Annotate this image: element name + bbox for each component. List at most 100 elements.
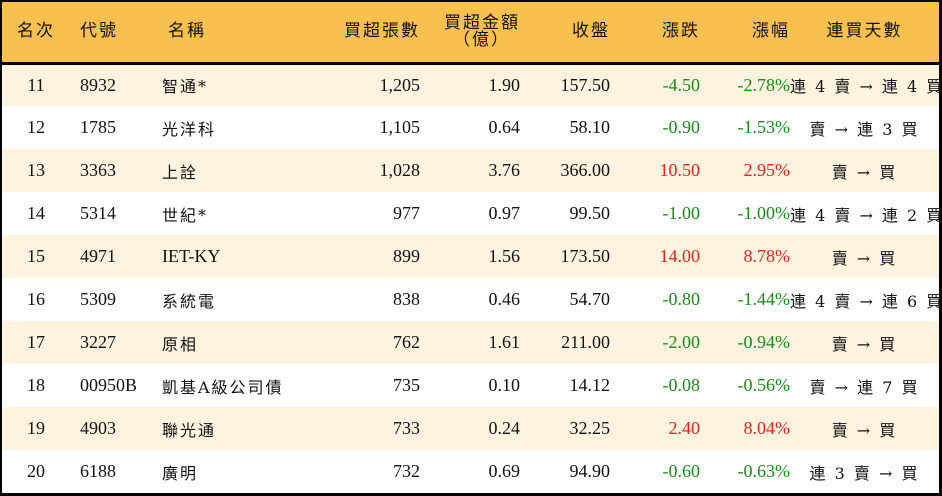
cell-net-buy-lots: 733	[393, 418, 420, 438]
cell-change: -2.00	[662, 332, 701, 352]
cell-rank: 19	[27, 418, 45, 438]
cell-net-buy-amount: 0.97	[488, 203, 521, 223]
cell-consecutive-days: 賣 → 買	[831, 420, 898, 440]
cell-change-pct: -1.44%	[737, 289, 791, 309]
cell-close: 173.50	[560, 246, 611, 266]
cell-change: -0.90	[662, 117, 701, 137]
table-row: 17 3227 原相 762 1.61 211.00 -2.00 -0.94% …	[2, 321, 939, 364]
cell-net-buy-lots: 735	[393, 375, 420, 395]
cell-code: 6188	[80, 461, 116, 481]
cell-consecutive-days: 連 3 賣 → 買	[809, 463, 920, 483]
cell-close: 32.25	[569, 418, 611, 438]
cell-net-buy-lots: 1,105	[379, 117, 421, 137]
cell-change-pct: -0.94%	[737, 332, 791, 352]
cell-change: -0.08	[662, 375, 701, 395]
header-net-buy-amount-line2: （億）	[453, 29, 510, 50]
cell-consecutive-days: 賣 → 買	[831, 162, 898, 182]
header-code: 代號	[80, 21, 118, 42]
cell-close: 211.00	[561, 332, 610, 352]
cell-net-buy-amount: 1.61	[488, 332, 521, 352]
header-close: 收盤	[572, 21, 610, 42]
cell-code: 3227	[80, 332, 116, 352]
cell-consecutive-days: 連 4 賣 → 連 6 買	[790, 291, 942, 311]
cell-change-pct: 8.78%	[743, 246, 791, 266]
cell-code: 5309	[80, 289, 116, 309]
table-row: 11 8932 智通* 1,205 1.90 157.50 -4.50 -2.7…	[2, 63, 942, 106]
cell-change: -0.60	[662, 461, 701, 481]
table-row: 14 5314 世紀* 977 0.97 99.50 -1.00 -1.00% …	[2, 192, 942, 235]
table-body: 11 8932 智通* 1,205 1.90 157.50 -4.50 -2.7…	[2, 63, 942, 493]
header-consecutive-days: 連買天數	[826, 21, 903, 42]
table-row: 15 4971 IET-KY 899 1.56 173.50 14.00 8.7…	[2, 235, 939, 278]
cell-close: 94.90	[569, 461, 611, 481]
cell-change-pct: -2.78%	[737, 74, 791, 95]
cell-rank: 13	[27, 160, 45, 180]
cell-name: 智通*	[162, 77, 209, 97]
cell-name: IET-KY	[162, 246, 221, 266]
cell-rank: 20	[27, 461, 45, 481]
cell-rank: 16	[27, 289, 45, 309]
cell-net-buy-amount: 0.10	[488, 375, 521, 395]
cell-name: 凱基A級公司債	[162, 377, 284, 397]
table-row: 13 3363 上詮 1,028 3.76 366.00 10.50 2.95%…	[2, 149, 939, 192]
table-row: 16 5309 系統電 838 0.46 54.70 -0.80 -1.44% …	[2, 278, 942, 321]
cell-rank: 12	[27, 117, 45, 137]
cell-close: 99.50	[569, 203, 611, 223]
cell-consecutive-days: 連 4 賣 → 連 4 買	[790, 77, 942, 97]
table-row: 20 6188 廣明 732 0.69 94.90 -0.60 -0.63% 連…	[2, 450, 939, 493]
cell-close: 366.00	[560, 160, 611, 180]
cell-change: -4.50	[662, 74, 701, 95]
cell-rank: 11	[27, 74, 45, 95]
cell-net-buy-amount: 0.24	[488, 418, 521, 438]
cell-close: 157.50	[560, 74, 611, 95]
cell-change: -1.00	[662, 203, 701, 223]
header-net-buy-lots: 買超張數	[344, 21, 420, 42]
cell-rank: 17	[27, 332, 45, 352]
cell-net-buy-amount: 0.69	[488, 461, 521, 481]
cell-change-pct: -1.00%	[737, 203, 791, 223]
cell-name: 原相	[162, 334, 199, 354]
cell-code: 3363	[80, 160, 116, 180]
header-net-buy-amount: 買超金額 （億）	[420, 2, 520, 63]
cell-consecutive-days: 賣 → 連 3 買	[809, 119, 920, 139]
header-name: 名稱	[168, 21, 206, 42]
header-change: 漲跌	[662, 21, 700, 42]
cell-consecutive-days: 賣 → 買	[831, 248, 898, 268]
cell-name: 聯光通	[162, 420, 217, 440]
cell-rank: 15	[27, 246, 45, 266]
cell-net-buy-amount: 3.76	[488, 160, 521, 180]
cell-net-buy-lots: 1,205	[379, 74, 421, 95]
cell-code: 4903	[80, 418, 116, 438]
cell-net-buy-amount: 1.90	[488, 74, 521, 95]
cell-net-buy-lots: 838	[393, 289, 420, 309]
cell-name: 廣明	[162, 463, 199, 483]
cell-change: 14.00	[659, 246, 701, 266]
cell-net-buy-lots: 977	[393, 203, 420, 223]
cell-rank: 18	[27, 375, 45, 395]
cell-rank: 14	[27, 203, 45, 223]
cell-change: 2.40	[668, 418, 701, 438]
table-row: 18 00950B 凱基A級公司債 735 0.10 14.12 -0.08 -…	[2, 364, 939, 407]
cell-net-buy-amount: 0.64	[488, 117, 521, 137]
cell-consecutive-days: 連 4 賣 → 連 2 買	[790, 205, 942, 225]
cell-code: 5314	[80, 203, 116, 223]
table-header-row: 名次 代號 名稱 買超張數 買超金額 （億） 收盤 漲跌 漲幅 連買天數	[2, 2, 939, 63]
table-row: 19 4903 聯光通 733 0.24 32.25 2.40 8.04% 賣 …	[2, 407, 939, 450]
cell-name: 世紀*	[162, 205, 209, 225]
cell-code: 00950B	[80, 375, 138, 395]
cell-name: 系統電	[162, 291, 217, 311]
cell-change-pct: 2.95%	[743, 160, 791, 180]
cell-net-buy-lots: 732	[393, 461, 420, 481]
cell-change-pct: -0.63%	[737, 461, 791, 481]
cell-net-buy-lots: 899	[393, 246, 420, 266]
cell-consecutive-days: 賣 → 買	[831, 334, 898, 354]
cell-net-buy-lots: 1,028	[379, 160, 421, 180]
cell-code: 4971	[80, 246, 116, 266]
cell-name: 光洋科	[162, 119, 217, 139]
cell-consecutive-days: 賣 → 連 7 買	[809, 377, 920, 397]
cell-change-pct: -1.53%	[737, 117, 791, 137]
cell-code: 1785	[80, 117, 116, 137]
header-net-buy-amount-line1: 買超金額	[444, 12, 520, 33]
table-row: 12 1785 光洋科 1,105 0.64 58.10 -0.90 -1.53…	[2, 106, 939, 149]
